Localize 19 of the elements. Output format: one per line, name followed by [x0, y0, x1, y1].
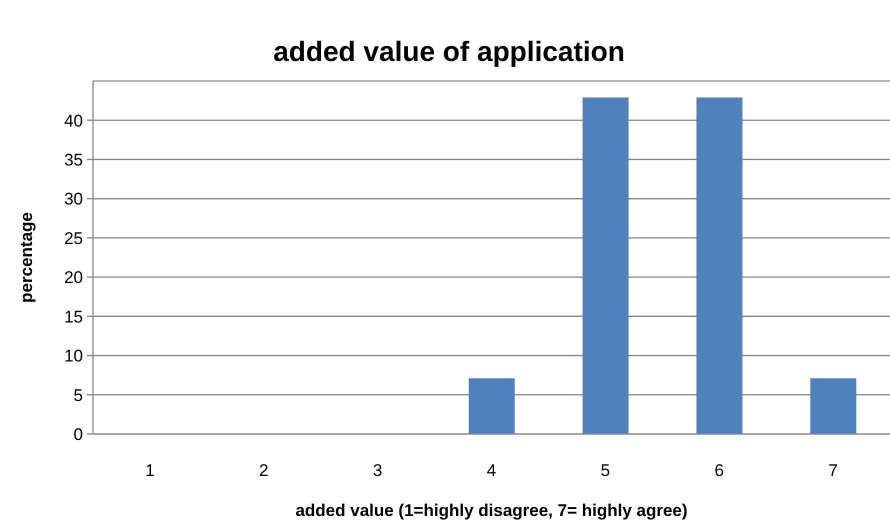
- y-tick-label: 0: [74, 425, 83, 444]
- x-tick-label: 6: [714, 461, 724, 480]
- y-tick-label: 5: [74, 386, 83, 405]
- y-tick-label: 20: [64, 268, 83, 288]
- y-tick-label: 30: [64, 190, 83, 209]
- x-tick-label: 5: [600, 461, 610, 480]
- y-tick-label: 40: [64, 111, 83, 130]
- y-axis-title: percentage: [17, 212, 36, 303]
- x-tick-label: 2: [259, 461, 269, 480]
- y-tick-label: 15: [64, 307, 83, 326]
- x-tick-label: 3: [372, 461, 382, 480]
- x-tick-label: 1: [145, 461, 155, 480]
- chart-title: added value of application: [273, 36, 625, 67]
- x-tick-label: 7: [828, 461, 838, 480]
- y-tick-label: 10: [64, 346, 83, 366]
- x-tick-label: 4: [486, 461, 496, 480]
- x-axis-title: added value (1=highly disagree, 7= highly agree): [295, 501, 688, 520]
- y-tick-label: 35: [64, 150, 83, 170]
- y-tick-label: 25: [64, 228, 83, 248]
